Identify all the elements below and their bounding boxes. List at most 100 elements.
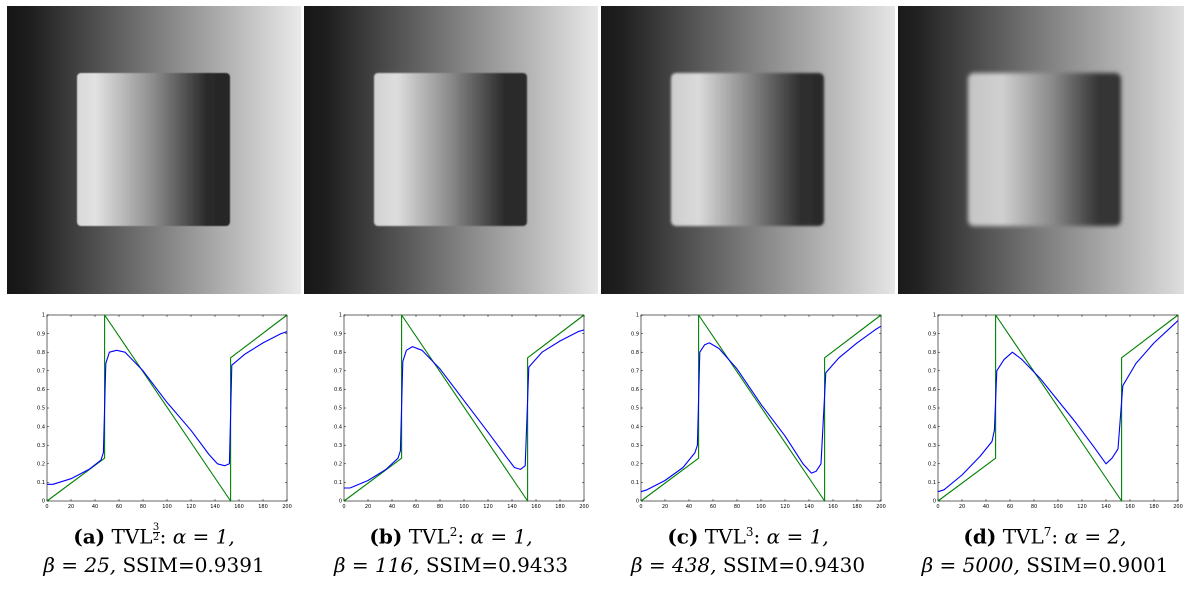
x-tick-label: 140 (507, 504, 517, 510)
x-tick-label: 200 (579, 504, 589, 510)
y-tick-label: 0 (636, 499, 639, 505)
method-name: TVL (111, 524, 153, 549)
method-exponent: 2 (449, 525, 458, 539)
exponent-numerator: 3 (152, 522, 160, 533)
y-tick-label: 0 (42, 499, 45, 505)
y-tick-label: 0.1 (928, 480, 936, 486)
x-tick-label: 120 (186, 504, 196, 510)
x-tick-label: 160 (828, 504, 838, 510)
ground-truth-line (343, 314, 585, 502)
x-tick-label: 60 (116, 504, 122, 510)
reconstructed-image-a (7, 6, 301, 294)
y-tick-label: 0.5 (334, 406, 342, 412)
x-tick-label: 60 (710, 504, 716, 510)
y-tick-label: 0.9 (928, 331, 936, 337)
x-tick-label: 20 (68, 504, 74, 510)
x-tick-label: 20 (959, 504, 965, 510)
alpha-value: α = 1, (470, 524, 533, 549)
y-tick-label: 0.7 (37, 369, 45, 375)
x-tick-label: 20 (365, 504, 371, 510)
reconstructed-image-c (601, 6, 895, 294)
panel-c: 0 20 40 60 80 100 120 140 160 180 200 0 0.1 0.2 0.3 0.4… (601, 0, 895, 600)
x-tick-label: 80 (437, 504, 443, 510)
x-tick-label: 0 (936, 504, 939, 510)
alpha-value: α = 1, (766, 524, 829, 549)
beta-value: β = 116, (333, 552, 420, 577)
caption-tag: (c) (667, 524, 699, 549)
x-tick-label: 180 (1149, 504, 1159, 510)
y-tick-label: 0.5 (631, 406, 639, 412)
y-tick-label: 0.9 (631, 331, 639, 337)
x-tick-label: 20 (662, 504, 668, 510)
x-tick-label: 100 (756, 504, 766, 510)
x-tick-label: 200 (282, 504, 292, 510)
y-tick-label: 0.1 (37, 480, 45, 486)
exponent-fraction-bar (152, 532, 160, 533)
caption-tag: (b) (369, 524, 403, 549)
alpha-value: α = 1, (172, 524, 235, 549)
x-tick-label: 140 (804, 504, 814, 510)
y-tick-label: 0.8 (37, 350, 45, 356)
ground-truth-line (640, 314, 882, 502)
reconstruction-line (640, 325, 882, 493)
x-tick-label: 40 (92, 504, 98, 510)
y-tick-label: 0.5 (37, 406, 45, 412)
x-tick-label: 80 (1031, 504, 1037, 510)
reconstructed-image-b (304, 6, 598, 294)
caption-tag: (a) (73, 524, 106, 549)
y-tick-label: 0 (339, 499, 342, 505)
caption-a: (a) TVL 3 2: α = 1, β = 25, SSIM=0.9391 (43, 522, 265, 577)
y-tick-label: 0.4 (334, 424, 342, 430)
method-exponent: 7 (1043, 525, 1052, 539)
reconstructed-image-d (898, 6, 1184, 294)
profile-plot-c: 0 20 40 60 80 100 120 140 160 180 200 0 0.1 0.2 0.3 0.4… (631, 313, 886, 510)
beta-value: β = 5000, (921, 552, 1020, 577)
x-tick-label: 0 (639, 504, 642, 510)
x-tick-label: 160 (234, 504, 244, 510)
y-tick-label: 0.4 (928, 424, 936, 430)
reconstruction-line (937, 320, 1179, 493)
x-tick-label: 160 (1125, 504, 1135, 510)
y-tick-label: 0.6 (631, 387, 639, 393)
reconstruction-line (344, 329, 585, 489)
x-tick-label: 100 (1053, 504, 1063, 510)
method-name: TVL (1002, 524, 1044, 549)
caption-d: (d) TVL7: α = 2, β = 5000, SSIM=0.9001 (921, 524, 1169, 577)
method-name: TVL (704, 524, 746, 549)
x-tick-label: 100 (459, 504, 469, 510)
y-tick-label: 0.4 (631, 424, 639, 430)
x-tick-label: 180 (852, 504, 862, 510)
panel-b: 0 20 40 60 80 100 120 140 160 180 200 0 0.1 0.2 0.3 0.4… (304, 0, 598, 600)
y-tick-label: 0.6 (928, 387, 936, 393)
y-tick-label: 0.8 (334, 350, 342, 356)
ground-truth-line (937, 314, 1179, 502)
y-tick-label: 0.1 (334, 480, 342, 486)
y-tick-label: 1 (339, 313, 342, 319)
ssim-value: SSIM=0.9430 (722, 552, 866, 577)
x-tick-label: 180 (555, 504, 565, 510)
beta-value: β = 25, (43, 552, 117, 577)
x-tick-label: 140 (210, 504, 220, 510)
y-tick-label: 0.9 (334, 331, 342, 337)
y-tick-label: 0.7 (334, 369, 342, 375)
y-tick-label: 0.3 (631, 443, 639, 449)
caption-c: (c) TVL3: α = 1, β = 438, SSIM=0.9430 (630, 524, 866, 577)
exponent-denominator: 2 (152, 532, 160, 543)
y-tick-label: 0.8 (631, 350, 639, 356)
y-tick-label: 0.7 (631, 369, 639, 375)
x-tick-label: 80 (734, 504, 740, 510)
y-tick-label: 0.3 (928, 443, 936, 449)
y-tick-label: 0.2 (631, 462, 639, 468)
y-tick-label: 0.4 (37, 424, 45, 430)
method-name: TVL (408, 524, 450, 549)
x-tick-label: 180 (258, 504, 268, 510)
y-tick-label: 0.2 (928, 462, 936, 468)
y-tick-label: 0 (933, 499, 936, 505)
profile-plot-a: 0 20 40 60 80 100 120 140 160 180 200 0 0.1 0.2 0.3 0.4… (37, 313, 292, 510)
x-tick-label: 100 (162, 504, 172, 510)
x-tick-label: 120 (1077, 504, 1087, 510)
x-tick-label: 120 (483, 504, 493, 510)
y-tick-label: 1 (42, 313, 45, 319)
y-tick-label: 0.7 (928, 369, 936, 375)
